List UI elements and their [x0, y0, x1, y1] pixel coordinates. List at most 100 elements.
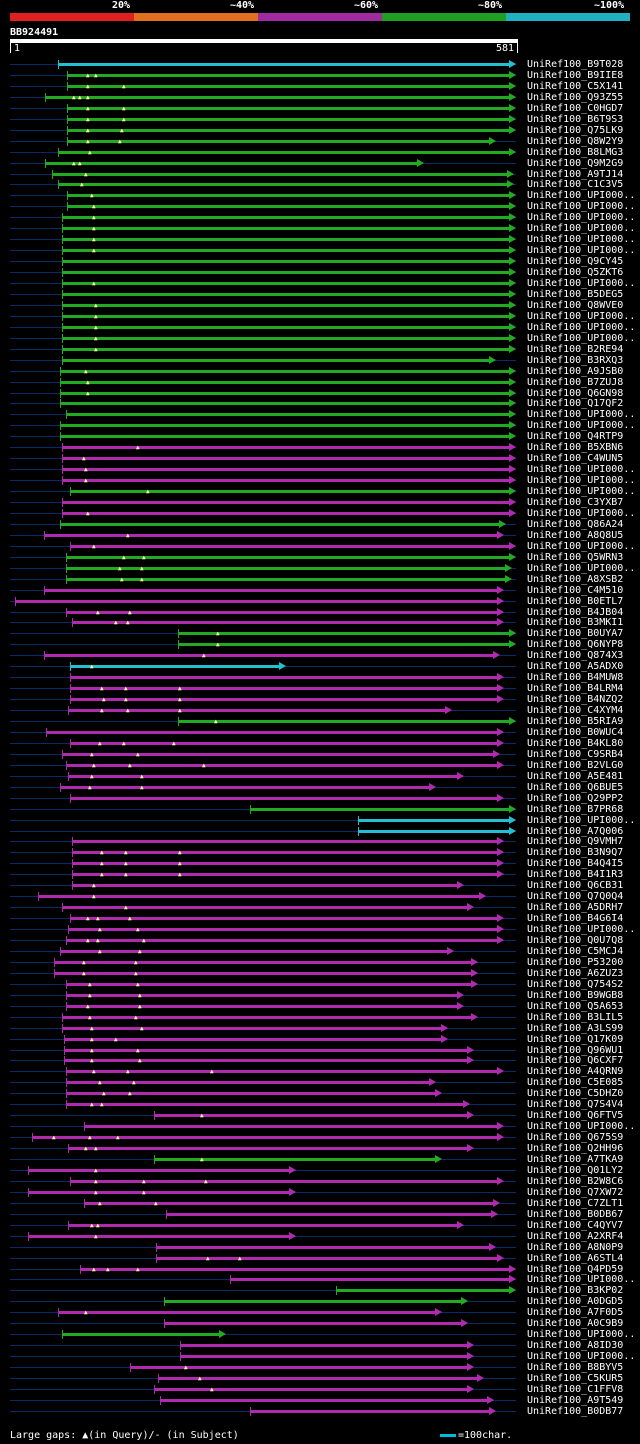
hit-alignment-bar[interactable] — [60, 369, 510, 373]
hit-row[interactable]: ▲ ▲ UniRef100_Q96WU1 — [0, 1045, 640, 1056]
hit-row[interactable]: UniRef100_B3KP02 — [0, 1285, 640, 1296]
hit-alignment-bar[interactable] — [62, 325, 510, 329]
hit-row[interactable]: ▲ ▲ ▲ UniRef100_B4I1R3 — [0, 869, 640, 880]
hit-row[interactable]: ▲ UniRef100_UPI000.. — [0, 322, 640, 333]
hit-alignment-bar[interactable] — [60, 435, 510, 439]
hit-label[interactable]: UniRef100_B3LIL5 — [527, 1011, 624, 1023]
hit-row[interactable]: ▲ ▲ UniRef100_A3LS99 — [0, 1023, 640, 1034]
hit-row[interactable]: ▲ ▲ UniRef100_C5X141 — [0, 81, 640, 92]
hit-row[interactable]: UniRef100_B4MUW8 — [0, 672, 640, 683]
hit-row[interactable]: UniRef100_B3RXQ3 — [0, 355, 640, 366]
hit-alignment-bar[interactable] — [62, 260, 510, 264]
hit-label[interactable]: UniRef100_C4QYV7 — [527, 1219, 624, 1231]
hit-alignment-bar[interactable] — [70, 1179, 498, 1183]
hit-label[interactable]: UniRef100_UPI000.. — [527, 562, 636, 574]
hit-alignment-bar[interactable] — [68, 928, 498, 932]
hit-alignment-bar[interactable] — [45, 95, 510, 99]
hit-label[interactable]: UniRef100_B7ZUJ8 — [527, 376, 624, 388]
hit-alignment-bar[interactable] — [70, 698, 498, 702]
hit-row[interactable]: ▲ UniRef100_A2XRF4 — [0, 1231, 640, 1242]
hit-label[interactable]: UniRef100_UPI000.. — [527, 1121, 636, 1133]
hit-alignment-bar[interactable] — [60, 391, 510, 395]
hit-label[interactable]: UniRef100_B4I1R3 — [527, 869, 624, 881]
hit-label[interactable]: UniRef100_A2XRF4 — [527, 1230, 624, 1242]
hit-row[interactable]: ▲ UniRef100_A7F0D5 — [0, 1307, 640, 1318]
hit-label[interactable]: UniRef100_Q6GN98 — [527, 387, 624, 399]
hit-alignment-bar[interactable] — [70, 917, 498, 921]
hit-row[interactable]: UniRef100_C4M510 — [0, 585, 640, 596]
hit-row[interactable]: ▲ ▲ UniRef100_B6T9S3 — [0, 114, 640, 125]
hit-alignment-bar[interactable] — [32, 1136, 498, 1140]
hit-row[interactable]: UniRef100_A8N0P9 — [0, 1242, 640, 1253]
hit-row[interactable]: ▲ UniRef100_Q874X3 — [0, 650, 640, 661]
hit-row[interactable]: UniRef100_UPI000.. — [0, 815, 640, 826]
hit-alignment-bar[interactable] — [70, 544, 510, 548]
hit-row[interactable]: ▲ UniRef100_C4WUN5 — [0, 453, 640, 464]
hit-label[interactable]: UniRef100_UPI000.. — [527, 814, 636, 826]
hit-label[interactable]: UniRef100_Q6BUE5 — [527, 781, 624, 793]
hit-label[interactable]: UniRef100_A9T549 — [527, 1394, 624, 1406]
hit-row[interactable]: ▲ ▲ UniRef100_B9IIE8 — [0, 70, 640, 81]
hit-alignment-bar[interactable] — [66, 982, 472, 986]
hit-alignment-bar[interactable] — [64, 1037, 442, 1041]
hit-label[interactable]: UniRef100_A6ZUZ3 — [527, 967, 624, 979]
hit-row[interactable]: ▲ UniRef100_UPI000.. — [0, 541, 640, 552]
hit-alignment-bar[interactable] — [67, 84, 510, 88]
hit-label[interactable]: UniRef100_UPI000.. — [527, 1329, 636, 1341]
hit-alignment-bar[interactable] — [166, 1212, 492, 1216]
hit-label[interactable]: UniRef100_UPI000.. — [527, 420, 636, 432]
hit-alignment-bar[interactable] — [72, 873, 498, 877]
hit-row[interactable]: UniRef100_Q29PP2 — [0, 793, 640, 804]
hit-label[interactable]: UniRef100_B7PR68 — [527, 803, 624, 815]
hit-alignment-bar[interactable] — [62, 227, 510, 231]
hit-row[interactable]: ▲ ▲ UniRef100_Q5WRN3 — [0, 552, 640, 563]
hit-alignment-bar[interactable] — [58, 63, 510, 66]
hit-alignment-bar[interactable] — [44, 533, 498, 537]
hit-label[interactable]: UniRef100_B4KL80 — [527, 737, 624, 749]
hit-row[interactable]: ▲ ▲ ▲ UniRef100_B4NZQ2 — [0, 694, 640, 705]
hit-label[interactable]: UniRef100_A5DRH7 — [527, 902, 624, 914]
hit-row[interactable]: ▲ ▲ UniRef100_Q2HH96 — [0, 1143, 640, 1154]
hit-row[interactable]: ▲ ▲ ▲ UniRef100_B4G6I4 — [0, 913, 640, 924]
hit-alignment-bar[interactable] — [62, 906, 468, 910]
hit-label[interactable]: UniRef100_B4G6I4 — [527, 913, 624, 925]
hit-row[interactable]: ▲ UniRef100_A5DRH7 — [0, 902, 640, 913]
hit-label[interactable]: UniRef100_UPI000.. — [527, 1351, 636, 1363]
hit-row[interactable]: ▲ UniRef100_Q01LY2 — [0, 1165, 640, 1176]
hit-row[interactable]: ▲ ▲ UniRef100_A5E481 — [0, 771, 640, 782]
hit-alignment-bar[interactable] — [67, 139, 490, 143]
hit-alignment-bar[interactable] — [62, 303, 510, 307]
hit-alignment-bar[interactable] — [67, 128, 510, 132]
hit-alignment-bar[interactable] — [62, 1015, 472, 1019]
hit-alignment-bar[interactable] — [62, 238, 510, 242]
hit-alignment-bar[interactable] — [54, 960, 472, 964]
hit-label[interactable]: UniRef100_B2W8C6 — [527, 1175, 624, 1187]
hit-alignment-bar[interactable] — [66, 1092, 436, 1096]
hit-row[interactable]: UniRef100_A0C9B9 — [0, 1318, 640, 1329]
hit-label[interactable]: UniRef100_B8BYV5 — [527, 1362, 624, 1374]
hit-alignment-bar[interactable] — [62, 457, 510, 461]
hit-alignment-bar[interactable] — [62, 249, 510, 253]
hit-label[interactable]: UniRef100_UPI000.. — [527, 486, 636, 498]
hit-label[interactable]: UniRef100_Q6CXF7 — [527, 1055, 624, 1067]
hit-row[interactable]: ▲ UniRef100_Q7Q0Q4 — [0, 891, 640, 902]
hit-label[interactable]: UniRef100_UPI000.. — [527, 245, 636, 257]
hit-alignment-bar[interactable] — [66, 1004, 458, 1008]
hit-row[interactable]: ▲ UniRef100_B5RIA9 — [0, 716, 640, 727]
hit-row[interactable]: ▲ UniRef100_UPI000.. — [0, 311, 640, 322]
hit-row[interactable]: ▲ ▲ UniRef100_Q7S4V4 — [0, 1099, 640, 1110]
hit-row[interactable]: UniRef100_A7Q006 — [0, 826, 640, 837]
hit-alignment-bar[interactable] — [58, 1311, 436, 1315]
hit-row[interactable]: ▲ ▲ UniRef100_Q75LK9 — [0, 125, 640, 136]
hit-label[interactable]: UniRef100_C5X141 — [527, 80, 624, 92]
hit-alignment-bar[interactable] — [154, 1158, 436, 1161]
hit-row[interactable]: ▲ UniRef100_B2RE94 — [0, 344, 640, 355]
hit-row[interactable]: ▲ UniRef100_Q8WVE0 — [0, 300, 640, 311]
hit-alignment-bar[interactable] — [44, 588, 498, 592]
hit-row[interactable]: ▲ UniRef100_UPI000.. — [0, 278, 640, 289]
hit-label[interactable]: UniRef100_UPI000.. — [527, 223, 636, 235]
hit-alignment-bar[interactable] — [62, 347, 510, 351]
hit-row[interactable]: ▲ ▲ ▲ UniRef100_A4QRN9 — [0, 1066, 640, 1077]
hit-label[interactable]: UniRef100_Q675S9 — [527, 1132, 624, 1144]
hit-label[interactable]: UniRef100_Q874X3 — [527, 650, 624, 662]
